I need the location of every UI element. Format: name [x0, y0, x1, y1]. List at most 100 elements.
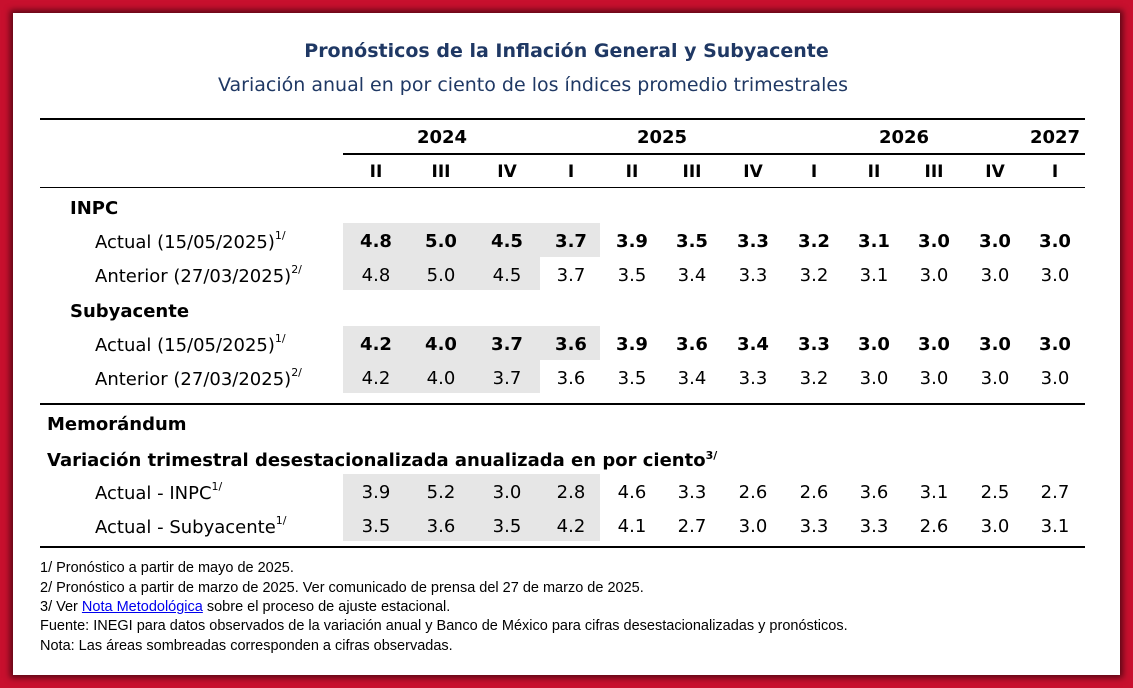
footnote-ref: 1/ [275, 514, 287, 527]
shade-sub-anterior [343, 360, 540, 393]
table-cell: 3.1 [858, 231, 890, 252]
table-cell: 3.0 [980, 368, 1010, 389]
table-cell: 3.2 [799, 265, 829, 286]
footnote-ref: 1/ [274, 229, 286, 242]
table-cell: 3.1 [919, 482, 949, 503]
table-cell: 3.0 [979, 231, 1011, 252]
row-label-memo-sub: Actual - Subyacente1/ [95, 514, 287, 538]
table-cell: 4.5 [492, 265, 522, 286]
footnote-2: 2/ Pronóstico a partir de marzo de 2025.… [40, 580, 644, 596]
table-cell: 5.2 [426, 482, 456, 503]
table-cell: 3.5 [361, 516, 391, 537]
table-cell: 3.2 [798, 231, 830, 252]
row-label-text: Actual - Subyacente [95, 517, 276, 538]
table-cell: 3.7 [491, 334, 523, 355]
table-cell: 3.3 [859, 516, 889, 537]
table-cell: 3.5 [617, 368, 647, 389]
table-cell: 3.6 [555, 334, 587, 355]
quarter-header: II [867, 162, 881, 182]
shade-memo [343, 474, 600, 541]
table-cell: 3.1 [859, 265, 889, 286]
nota-metodologica-link[interactable]: Nota Metodológica [81, 599, 203, 615]
shade-sub-actual [343, 326, 600, 360]
rule-year [343, 153, 1085, 155]
table-cell: 2.5 [980, 482, 1010, 503]
year-2024: 2024 [416, 127, 468, 148]
quarter-header: IV [497, 162, 517, 182]
table-cell: 3.6 [556, 368, 586, 389]
table-cell: 3.0 [918, 231, 950, 252]
table-cell: 3.4 [677, 265, 707, 286]
table-cell: 3.3 [798, 334, 830, 355]
rule-top [40, 118, 1085, 120]
table-cell: 3.2 [799, 368, 829, 389]
quarter-header: I [1051, 162, 1059, 182]
table-cell: 3.5 [617, 265, 647, 286]
table-subtitle: Variación anual en por ciento de los índ… [218, 74, 848, 96]
footnote-ref: 3/ [705, 449, 718, 462]
row-label-inpc-actual: Actual (15/05/2025)1/ [95, 229, 286, 253]
table-cell: 4.8 [361, 265, 391, 286]
row-label-text: Anterior (27/03/2025) [95, 369, 292, 390]
year-2027: 2027 [1029, 127, 1081, 148]
table-cell: 3.0 [980, 265, 1010, 286]
memo-sublabel: Variación trimestral desestacionalizada … [47, 449, 717, 471]
table-cell: 3.5 [676, 231, 708, 252]
table-cell: 3.6 [426, 516, 456, 537]
footnote-3-post: sobre el proceso de ajuste estacional. [202, 599, 451, 615]
table-cell: 3.9 [616, 231, 648, 252]
table-cell: 3.0 [1040, 265, 1070, 286]
quarter-header: III [924, 162, 944, 182]
shade-inpc-anterior [343, 257, 540, 290]
table-cell: 4.6 [617, 482, 647, 503]
table-title: Pronósticos de la Inflación General y Su… [304, 40, 829, 62]
table-cell: 2.6 [799, 482, 829, 503]
table-cell: 2.7 [677, 516, 707, 537]
shading-note: Nota: Las áreas sombreadas corresponden … [40, 638, 453, 654]
footnote-3-pre: 3/ Ver [40, 599, 82, 615]
quarter-header: IV [985, 162, 1005, 182]
table-cell: 3.9 [616, 334, 648, 355]
memo-sublabel-text: Variación trimestral desestacionalizada … [47, 450, 706, 471]
table-cell: 3.0 [919, 368, 949, 389]
table-cell: 3.0 [858, 334, 890, 355]
rule-memo [40, 403, 1085, 405]
footnote-ref: 2/ [291, 366, 302, 379]
quarter-header: I [567, 162, 575, 182]
table-cell: 3.0 [1040, 368, 1070, 389]
table-cell: 2.7 [1040, 482, 1070, 503]
table-cell: 3.0 [1039, 334, 1071, 355]
table-cell: 3.7 [556, 265, 586, 286]
row-label-inpc-anterior: Anterior (27/03/2025)2/ [95, 263, 302, 287]
footnote-ref: 1/ [274, 332, 286, 345]
quarter-header: II [369, 162, 383, 182]
table-cell: 4.1 [617, 516, 647, 537]
table-cell: 3.9 [361, 482, 391, 503]
table-cell: 4.0 [426, 368, 456, 389]
quarter-header: IV [743, 162, 763, 182]
table-cell: 3.0 [859, 368, 889, 389]
year-2026: 2026 [878, 127, 930, 148]
row-label-text: Actual (15/05/2025) [95, 335, 275, 356]
rule-bottom [40, 546, 1085, 548]
table-cell: 2.8 [556, 482, 586, 503]
table-cell: 3.3 [799, 516, 829, 537]
table-cell: 4.2 [360, 334, 392, 355]
section-memorandum: Memorándum [47, 414, 187, 435]
table-cell: 3.1 [1040, 516, 1070, 537]
table-cell: 3.6 [676, 334, 708, 355]
rule-header [40, 187, 1085, 188]
table-cell: 4.2 [556, 516, 586, 537]
table-cell: 3.4 [677, 368, 707, 389]
year-2025: 2025 [636, 127, 688, 148]
section-subyacente: Subyacente [70, 301, 190, 322]
footnote-ref: 1/ [211, 480, 223, 493]
row-label-sub-actual: Actual (15/05/2025)1/ [95, 332, 286, 356]
table-cell: 3.0 [492, 482, 522, 503]
table-cell: 3.0 [980, 516, 1010, 537]
table-cell: 3.7 [492, 368, 522, 389]
table-cell: 4.0 [425, 334, 457, 355]
footnote-ref: 2/ [291, 263, 302, 276]
table-cell: 4.2 [361, 368, 391, 389]
table-cell: 3.0 [918, 334, 950, 355]
